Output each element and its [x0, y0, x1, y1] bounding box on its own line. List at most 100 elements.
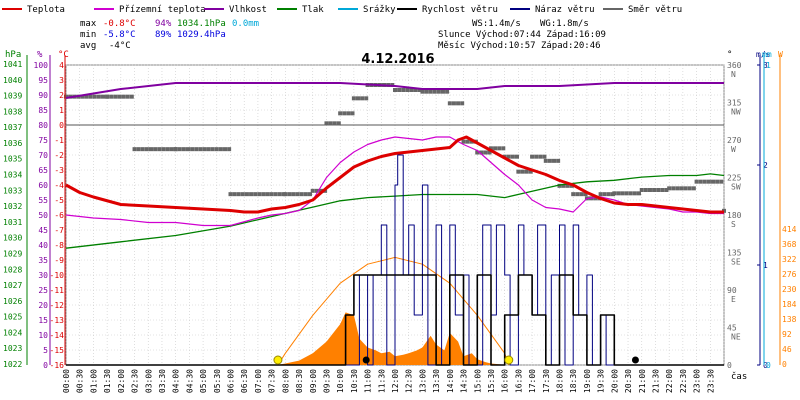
wind-direction-point — [647, 188, 652, 192]
wind-direction-point — [543, 158, 548, 163]
legend-item: Náraz větru — [510, 5, 595, 15]
wind-direction-point — [332, 121, 337, 126]
x-tick-label: 19:30 — [597, 369, 606, 393]
wind-direction-point — [303, 192, 308, 197]
axis-temp-tick: 2 — [59, 91, 64, 100]
axis-hpa-tick: 1032 — [3, 202, 22, 211]
wind-direction-point — [413, 88, 418, 92]
wind-direction-point — [265, 192, 270, 197]
axis-hpa-tick: 1041 — [3, 60, 22, 69]
wind-direction-point — [702, 179, 707, 184]
wind-direction-point — [515, 154, 520, 159]
wind-direction-point — [308, 192, 313, 197]
axis-mm-tick: 1 — [766, 61, 771, 70]
x-tick-label: 20:30 — [624, 369, 633, 393]
axis-dir-tick: 45 — [727, 324, 737, 333]
wind-direction-point — [253, 192, 258, 197]
wind-direction-point — [92, 94, 97, 99]
wind-direction-point — [715, 179, 720, 184]
wind-direction-point — [283, 192, 288, 197]
wind-direction-point — [698, 179, 703, 184]
axis-dir-sector: W — [731, 145, 736, 154]
axis-dir-label: ° — [727, 50, 732, 60]
axis-hpa-tick: 1026 — [3, 297, 22, 306]
wind-direction-point — [153, 147, 158, 152]
axis-temp-tick: 0 — [59, 121, 64, 130]
wind-direction-point — [552, 158, 557, 163]
axis-pct-tick: 20 — [38, 301, 48, 310]
wind-direction-point — [346, 111, 351, 116]
wind-direction-point — [417, 88, 422, 92]
wind-direction-point — [679, 186, 684, 191]
x-tick-label: 18:30 — [569, 369, 578, 393]
wind-direction-point — [125, 94, 130, 99]
wind-direction-point — [711, 179, 716, 184]
wind-direction-point — [465, 139, 470, 144]
wind-direction-point — [109, 94, 114, 99]
wind-direction-point — [360, 96, 365, 101]
x-tick-label: 07:30 — [268, 369, 277, 393]
axis-pct-tick: 80 — [38, 121, 48, 130]
wind-direction-point — [157, 147, 162, 152]
axis-wm2-tick: 184 — [782, 300, 797, 309]
legend-item: Vlhkost — [204, 5, 267, 15]
axis-pct-tick: 0 — [43, 361, 48, 370]
axis-pct-tick: 75 — [38, 136, 48, 145]
stats-min-hum: 89% — [155, 30, 172, 40]
wind-direction-point — [447, 101, 452, 106]
stats-ws: WS:1.4m/s — [472, 19, 521, 29]
x-tick-label: 16:00 — [501, 369, 510, 393]
legend-item: Přízemní teplota — [94, 5, 206, 15]
legend-label: Směr větru — [628, 5, 682, 15]
stats-max-hum: 94% — [155, 19, 172, 29]
x-tick-label: 19:00 — [583, 369, 592, 393]
axis-mm-tick: 0 — [766, 361, 771, 370]
axis-wm2-tick: 414 — [782, 225, 797, 234]
axis-temp-tick: -3 — [54, 166, 64, 175]
wind-direction-point — [637, 191, 642, 196]
stats-wg: WG:1.8m/s — [540, 19, 589, 29]
wind-direction-point — [350, 111, 355, 116]
axis-wm2-label: W — [778, 50, 783, 59]
legend-item: Směr větru — [603, 5, 682, 15]
axis-dir-tick: 360 — [727, 61, 742, 70]
wind-direction-point — [287, 192, 292, 197]
pressure-line — [65, 173, 725, 249]
wind-direction-point — [593, 196, 598, 201]
wind-direction-point — [461, 139, 466, 144]
x-tick-label: 15:30 — [487, 369, 496, 393]
wind-direction-point — [524, 169, 529, 174]
axis-pct-tick: 70 — [38, 151, 48, 160]
axis-temp-tick: -14 — [50, 331, 65, 340]
wind-direction-point — [606, 192, 611, 197]
stats-min-label: min — [80, 30, 96, 40]
wind-direction-point — [557, 183, 562, 188]
legend-item: Tlak — [277, 5, 324, 15]
legend-label: Teplota — [27, 5, 65, 15]
wind-direction-point — [547, 158, 552, 163]
axis-pct-tick: 25 — [38, 286, 48, 295]
axis-temp-tick: -10 — [50, 271, 65, 280]
wind-direction-point — [257, 192, 262, 197]
stats-sun: Slunce Východ:07:44 Západ:16:09 — [438, 30, 606, 40]
moon-marker — [362, 356, 370, 364]
wind-direction-point — [232, 192, 237, 197]
axis-pct-label: % — [37, 50, 43, 60]
stats-max-press: 1034.1hPa — [177, 19, 226, 29]
wind-direction-point — [487, 150, 492, 155]
wind-direction-point — [440, 89, 445, 94]
axis-hpa-tick: 1031 — [3, 218, 22, 227]
wind-direction-point — [451, 101, 456, 106]
x-tick-label: 17:00 — [528, 369, 537, 393]
axis-hpa-tick: 1038 — [3, 107, 22, 116]
wind-direction-point — [169, 147, 174, 152]
wind-direction-point — [338, 111, 343, 116]
wind-direction-point — [177, 147, 182, 152]
wind-direction-point — [240, 192, 245, 197]
axis-temp-tick: -9 — [54, 256, 64, 265]
x-tick-label: 18:00 — [556, 369, 565, 393]
wind-direction-point — [121, 94, 126, 99]
wind-direction-point — [556, 158, 561, 163]
humidity-line — [65, 82, 724, 99]
wind-direction-point — [132, 147, 137, 152]
